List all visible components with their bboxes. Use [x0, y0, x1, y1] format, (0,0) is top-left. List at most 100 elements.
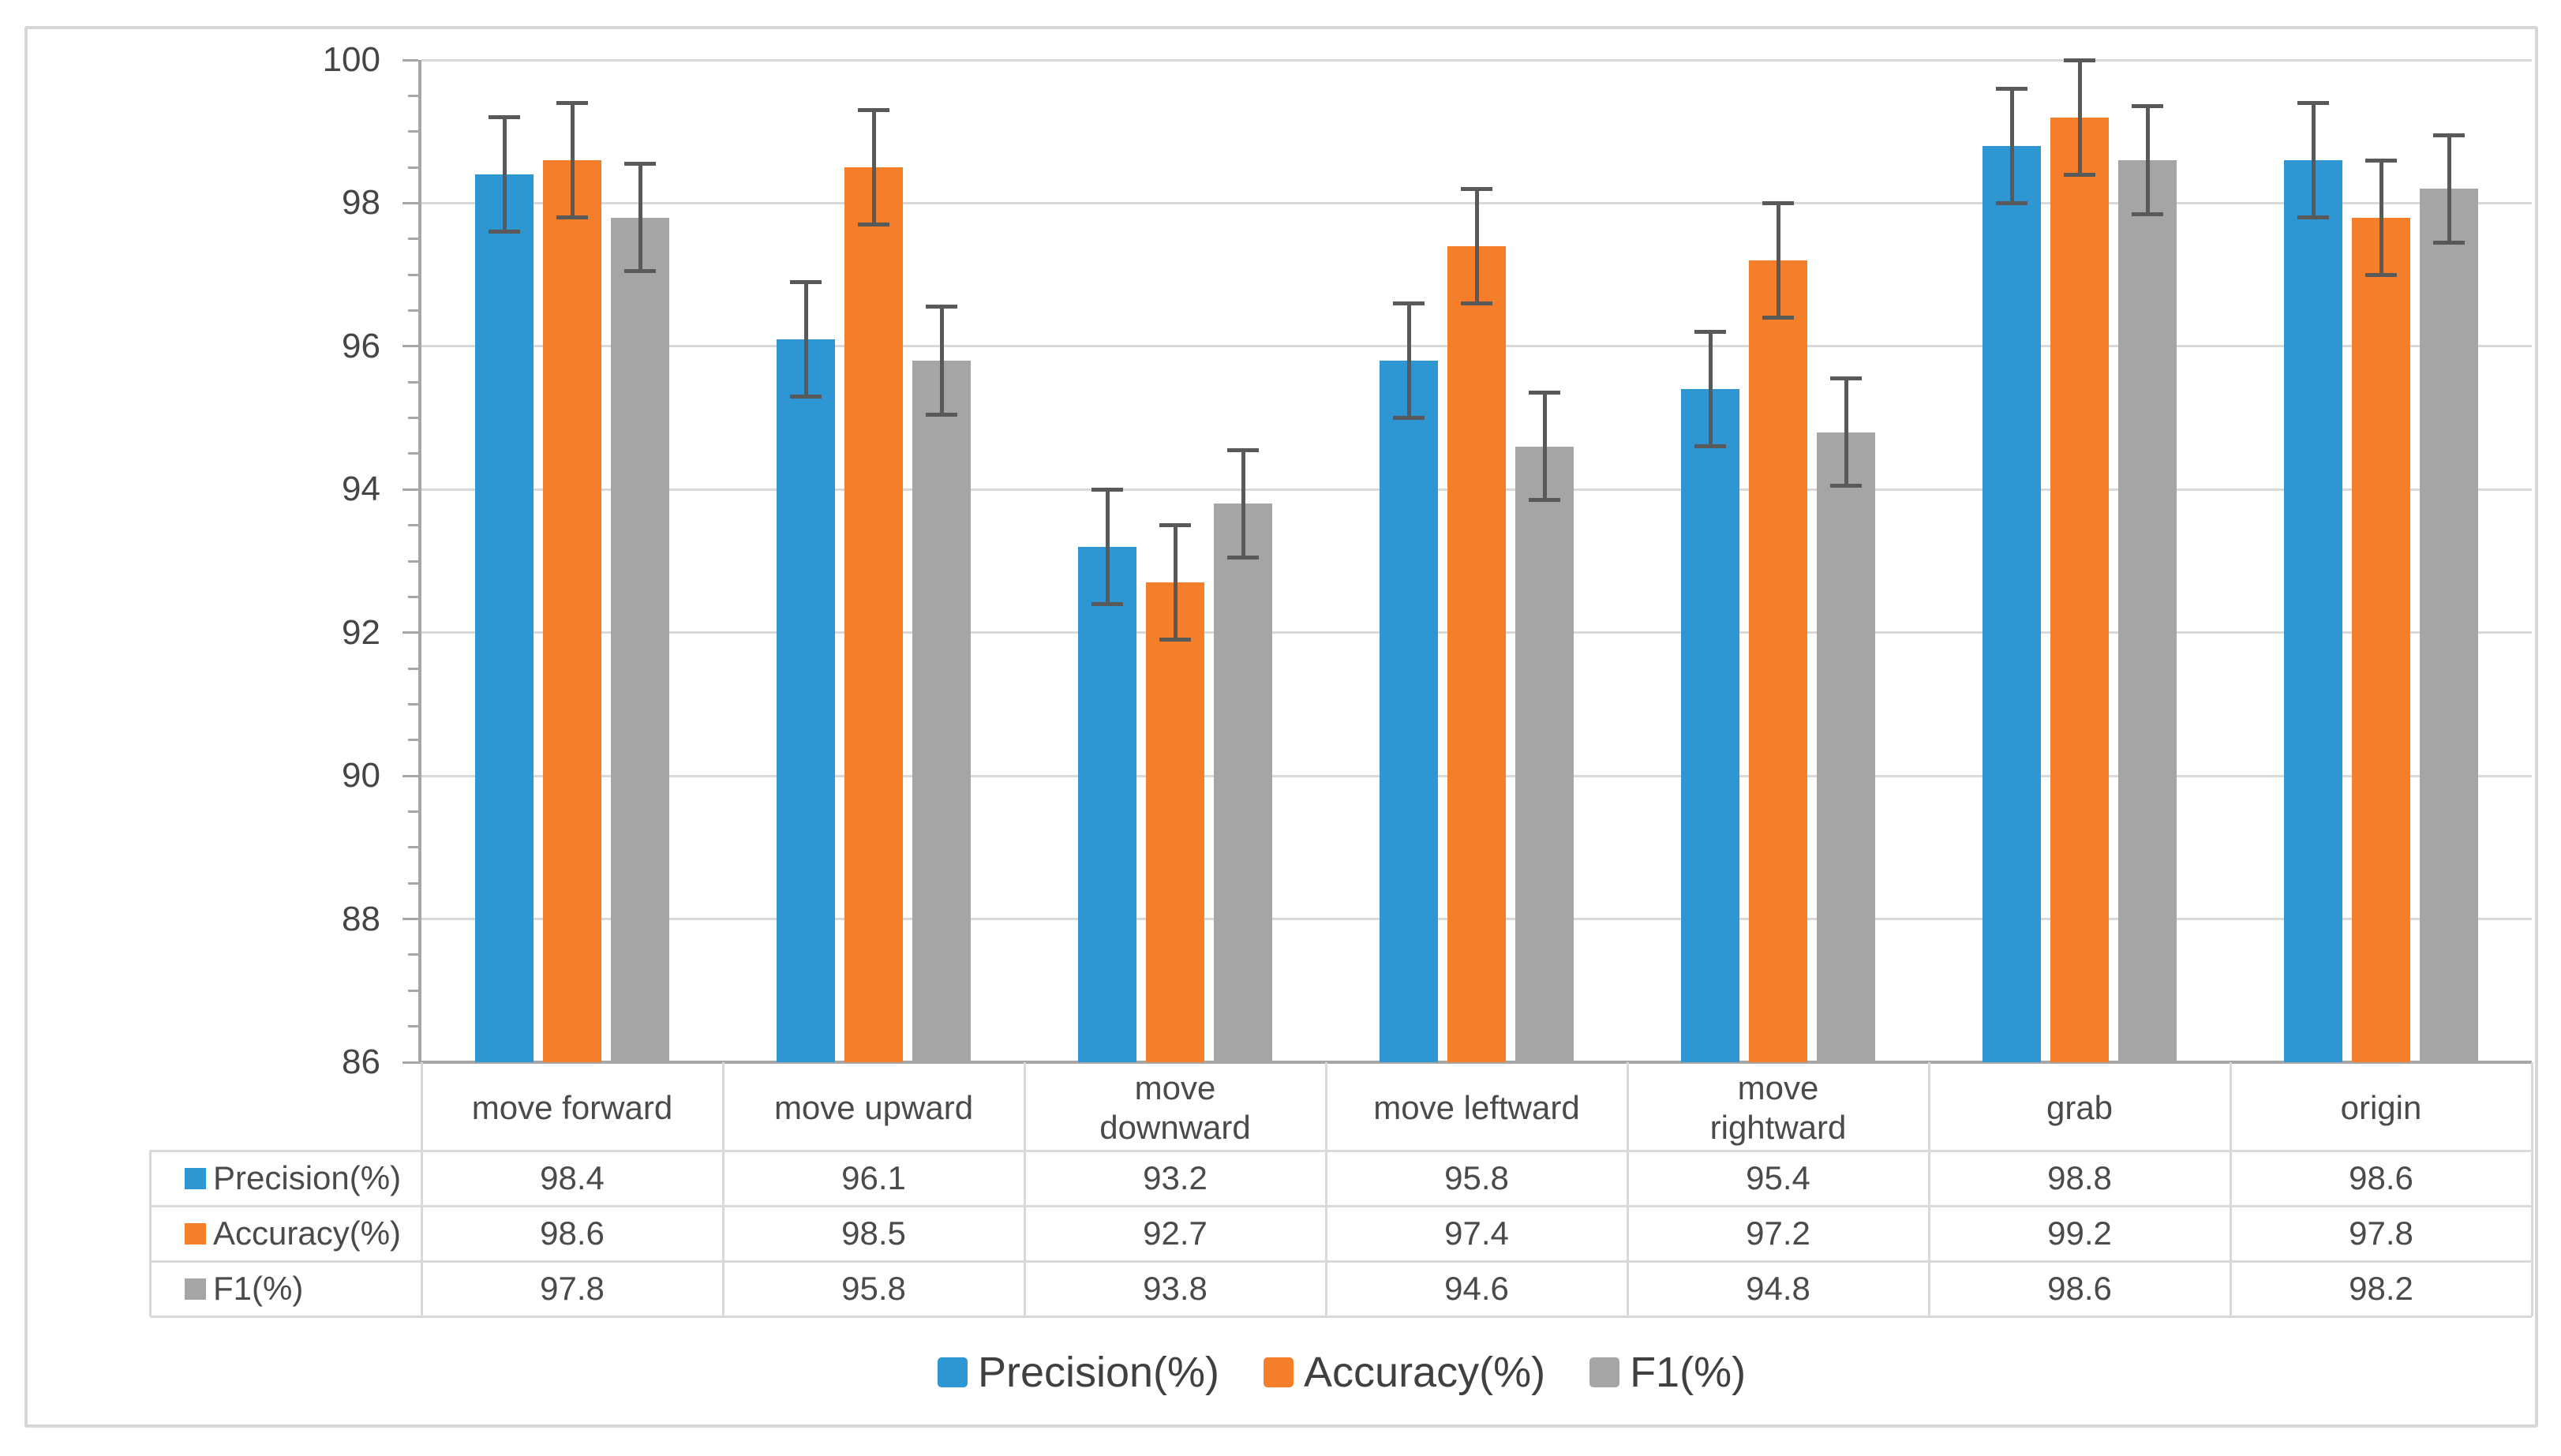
error-bar-cap-bottom [2297, 215, 2329, 219]
table-value-cell: 97.4 [1444, 1215, 1509, 1252]
y-axis-major-tick [402, 488, 418, 491]
y-axis-minor-tick [408, 953, 418, 956]
row-label-text: Precision(%) [213, 1159, 402, 1196]
y-axis-line [418, 60, 421, 1064]
bar-accuracy-grab [2050, 118, 2109, 1062]
table-value-cell: 94.8 [1746, 1270, 1810, 1307]
error-bar-cap-bottom [2433, 241, 2465, 245]
table-value-cell: 98.2 [2349, 1270, 2413, 1307]
row-label-text: Accuracy(%) [213, 1215, 402, 1252]
legend-swatch-accuracy-icon [1264, 1357, 1294, 1387]
error-bar-cap-top [1159, 523, 1191, 527]
gridline [421, 59, 2532, 62]
error-bar-cap-bottom [1159, 638, 1191, 642]
table-border-horizontal [150, 1260, 2532, 1263]
error-bar-cap-top [858, 108, 889, 112]
error-bar-cap-bottom [556, 215, 588, 219]
error-bar-line [571, 103, 575, 217]
y-axis-minor-tick [408, 882, 418, 885]
error-bar-line [2447, 135, 2451, 242]
y-axis-tick-label: 98 [342, 183, 380, 222]
error-bar-cap-top [1762, 201, 1794, 205]
table-value-cell: 95.8 [841, 1270, 906, 1307]
bar-accuracy-move-upward [844, 167, 903, 1062]
table-value-cell: 98.6 [2047, 1270, 2112, 1307]
table-row-label-precision: Precision(%) [150, 1151, 421, 1206]
y-axis-minor-tick [408, 596, 418, 598]
bar-precision-grab [1983, 146, 2041, 1062]
table-border-vertical [1024, 1062, 1026, 1316]
bar-precision-origin [2284, 160, 2342, 1062]
table-border-horizontal [150, 1316, 2532, 1318]
error-bar-line [1241, 450, 1245, 557]
table-value-cell: 92.7 [1143, 1215, 1207, 1252]
table-value-cell: 98.6 [2349, 1159, 2413, 1196]
error-bar-cap-top [790, 280, 822, 284]
bar-f1-origin [2420, 189, 2478, 1062]
error-bar-cap-top [2297, 101, 2329, 105]
bar-precision-move-leftward [1380, 361, 1438, 1062]
error-bar-cap-top [1830, 376, 1862, 380]
row-label-swatch-icon [185, 1222, 206, 1245]
error-bar-cap-bottom [489, 230, 520, 234]
table-value-cell: 98.8 [2047, 1159, 2112, 1196]
table-value-cell: 96.1 [841, 1159, 906, 1196]
legend-swatch-precision-icon [937, 1357, 968, 1387]
table-border-horizontal [150, 1150, 2532, 1152]
y-axis-major-tick [402, 59, 418, 62]
y-axis-major-tick [402, 918, 418, 920]
bar-f1-move-upward [912, 361, 971, 1062]
error-bar-line [940, 307, 944, 414]
y-axis-minor-tick [408, 417, 418, 419]
y-axis-minor-tick [408, 309, 418, 312]
table-value-cell: 97.2 [1746, 1215, 1810, 1252]
error-bar-line [804, 282, 808, 396]
error-bar-cap-top [1529, 391, 1560, 395]
error-bar-cap-bottom [2132, 212, 2163, 216]
error-bar-line [1475, 189, 1479, 303]
y-axis-minor-tick [408, 95, 418, 97]
bar-f1-move-forward [611, 218, 669, 1062]
bar-accuracy-move-forward [543, 160, 601, 1062]
table-value-cell: 97.8 [540, 1270, 605, 1307]
error-bar-cap-bottom [1091, 602, 1123, 606]
error-bar-line [1174, 526, 1178, 640]
legend-item-accuracy: Accuracy(%) [1264, 1348, 1545, 1397]
error-bar-cap-top [1227, 448, 1259, 452]
table-header-cell-move-rightward: move rightward [1709, 1069, 1847, 1146]
error-bar-cap-top [556, 101, 588, 105]
y-axis-minor-tick [408, 846, 418, 848]
error-bar-cap-bottom [790, 395, 822, 399]
y-axis-tick-label: 90 [342, 756, 380, 795]
y-axis-major-tick [402, 1061, 418, 1064]
y-axis-major-tick [402, 345, 418, 347]
bar-accuracy-move-leftward [1447, 246, 1506, 1062]
error-bar-cap-top [624, 162, 656, 166]
bar-accuracy-move-downward [1146, 582, 1204, 1062]
legend-label-f1: F1(%) [1630, 1349, 1747, 1396]
error-bar-cap-bottom [1830, 484, 1862, 488]
table-value-cell: 99.2 [2047, 1215, 2112, 1252]
table-header-cell-move-forward: move forward [471, 1088, 673, 1126]
bar-f1-move-rightward [1817, 432, 1875, 1062]
y-axis-minor-tick [408, 167, 418, 169]
legend-label-accuracy: Accuracy(%) [1304, 1349, 1546, 1396]
table-header-cell-move-upward: move upward [773, 1088, 974, 1126]
error-bar-line [872, 110, 876, 225]
table-border-vertical [421, 1062, 423, 1316]
error-bar-cap-bottom [926, 413, 957, 417]
error-bar-cap-bottom [1227, 556, 1259, 560]
bar-accuracy-origin [2352, 218, 2410, 1062]
table-value-cell: 93.8 [1143, 1270, 1207, 1307]
table-value-cell: 94.6 [1444, 1270, 1509, 1307]
table-value-cell: 97.8 [2349, 1215, 2413, 1252]
error-bar-cap-bottom [1996, 201, 2027, 205]
y-axis-minor-tick [408, 810, 418, 813]
error-bar-cap-bottom [2064, 173, 2095, 177]
legend: Precision(%) Accuracy(%) F1(%) [150, 1318, 2533, 1427]
error-bar-cap-top [2433, 133, 2465, 137]
table-header-cell-move-downward: move downward [1099, 1069, 1251, 1146]
table-row-label-f1: F1(%) [150, 1261, 421, 1316]
error-bar-cap-bottom [1762, 316, 1794, 320]
